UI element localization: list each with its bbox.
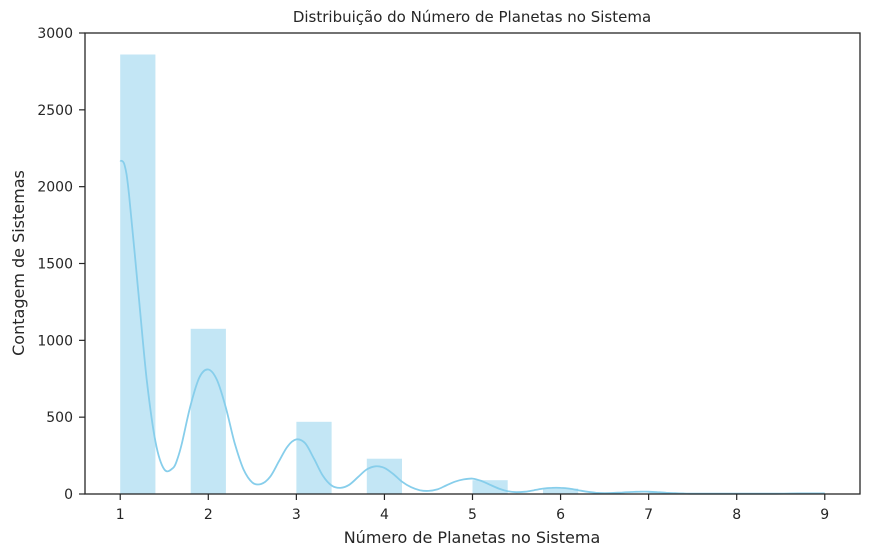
x-tick-label: 8 <box>732 507 741 523</box>
x-tick-label: 1 <box>116 507 125 523</box>
x-tick-label: 2 <box>204 507 213 523</box>
x-tick-label: 9 <box>820 507 829 523</box>
x-tick-label: 4 <box>380 507 389 523</box>
bars-group <box>120 54 825 494</box>
y-tick-label: 1000 <box>37 333 73 349</box>
x-tick-label: 3 <box>292 507 301 523</box>
histogram-bar <box>543 488 579 494</box>
kde-curve <box>119 159 825 495</box>
y-axis-ticks: 0 500 1000 1500 2000 2500 3000 <box>37 26 85 503</box>
histogram-bar <box>190 328 226 494</box>
y-axis-label: Contagem de Sistemas <box>9 170 28 356</box>
histogram-bar <box>472 480 508 494</box>
y-tick-label: 2500 <box>37 103 73 119</box>
y-tick-label: 1500 <box>37 257 73 273</box>
x-tick-label: 6 <box>556 507 565 523</box>
x-tick-label: 5 <box>468 507 477 523</box>
x-axis-label: Número de Planetas no Sistema <box>344 528 601 547</box>
histogram-bar <box>120 54 156 494</box>
x-tick-label: 7 <box>644 507 653 523</box>
y-tick-label: 500 <box>46 410 73 426</box>
chart-title: Distribuição do Número de Planetas no Si… <box>293 8 651 26</box>
x-axis-ticks: 1 2 3 4 5 6 7 8 9 <box>116 494 829 523</box>
y-tick-label: 3000 <box>37 26 73 42</box>
y-tick-label: 0 <box>64 487 73 503</box>
y-tick-label: 2000 <box>37 180 73 196</box>
